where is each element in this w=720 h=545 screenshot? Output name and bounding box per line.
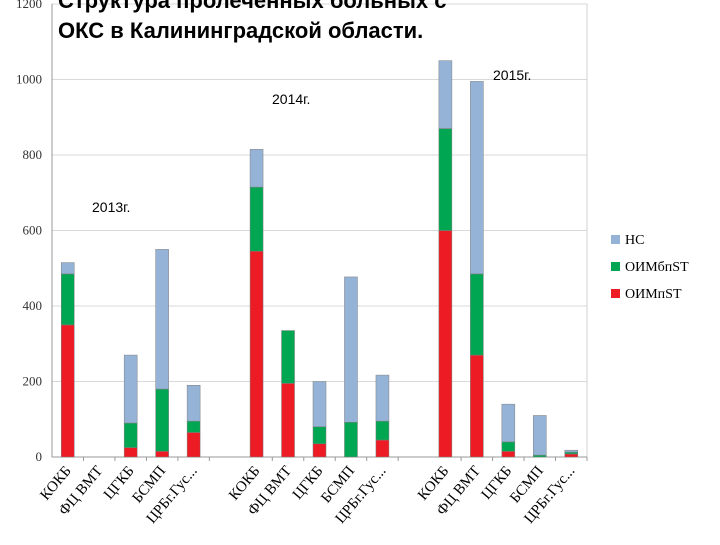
bar-segment-2-2-НС: [501, 403, 516, 443]
legend-swatch-2: [611, 289, 620, 298]
bar-segment-0-0-ОИМбпST: [60, 273, 75, 326]
chart-title: Структура пролеченных больных с ОКС в Ка…: [58, 0, 618, 46]
bar-segment-2-0-ОИМпST: [438, 230, 453, 458]
y-tick-label-1000: 1000: [16, 72, 42, 87]
bar-segment-0-4-ОИМпST: [186, 432, 201, 458]
group-label-0: 2013г.: [92, 199, 130, 215]
legend-label-2: ОИМпST: [625, 287, 682, 302]
legend-swatch-0: [611, 235, 620, 244]
bar-segment-1-2-ОИМбпST: [312, 426, 327, 445]
bar-segment-1-4-ОИМбпST: [375, 420, 390, 441]
bar-segment-2-2-ОИМбпST: [501, 441, 516, 452]
chart-title-line-1: Структура пролеченных больных с: [58, 0, 447, 13]
bar-segment-1-3-НС: [344, 276, 358, 423]
bar-segment-0-3-ОИМпST: [155, 451, 169, 458]
bar-segment-0-0-ОИМпST: [60, 324, 75, 458]
legend-swatch-1: [611, 262, 620, 271]
bar-segment-2-0-ОИМбпST: [438, 128, 453, 231]
bar-segment-2-4-ОИМбпST: [564, 451, 579, 455]
legend-label-1: ОИМбпST: [625, 260, 689, 275]
bar-segment-2-4-ОИМпST: [564, 453, 579, 458]
bar-segment-0-3-ОИМбпST: [155, 388, 169, 452]
bar-segment-1-4-НС: [375, 374, 390, 422]
bar-segment-1-0-ОИМпST: [249, 251, 264, 458]
bar-segment-0-4-ОИМбпST: [186, 420, 201, 433]
bar-segment-1-0-ОИМбпST: [249, 186, 264, 252]
legend-label-0: НС: [625, 233, 644, 248]
group-label-1: 2014г.: [272, 91, 310, 107]
y-tick-label-200: 200: [23, 374, 43, 389]
bar-segment-2-1-ОИМбпST: [470, 273, 484, 356]
bar-segment-2-3-ОИМбпST: [533, 454, 547, 458]
group-label-2: 2015г.: [493, 67, 531, 83]
bar-segment-1-1-ОИМбпST: [281, 330, 295, 384]
chart-title-line-2: ОКС в Калининградской области.: [58, 18, 424, 43]
bar-segment-1-4-ОИМпST: [375, 439, 390, 458]
y-tick-label-0: 0: [36, 449, 43, 464]
bar-segment-2-4-НС: [564, 449, 579, 453]
y-tick-label-800: 800: [23, 147, 43, 162]
y-tick-label-600: 600: [23, 223, 43, 238]
bar-segment-0-4-НС: [186, 385, 201, 422]
bar-segment-2-1-ОИМпST: [470, 354, 484, 458]
y-tick-label-1200: 1200: [16, 0, 42, 11]
bar-segment-1-2-НС: [312, 381, 327, 428]
bar-segment-2-0-НС: [438, 60, 453, 129]
bar-segment-0-0-НС: [60, 262, 75, 275]
bar-segment-2-3-НС: [533, 415, 547, 456]
bar-segment-0-2-ОИМпST: [123, 447, 138, 458]
bar-segment-2-2-ОИМпST: [501, 451, 516, 458]
bar-segment-0-2-НС: [123, 354, 138, 424]
y-tick-label-400: 400: [23, 298, 43, 313]
bar-segment-1-3-ОИМбпST: [344, 422, 358, 458]
bar-segment-1-2-ОИМпST: [312, 443, 327, 458]
bar-segment-1-0-НС: [249, 149, 264, 188]
bar-segment-1-1-ОИМпST: [281, 383, 295, 458]
bar-segment-0-2-ОИМбпST: [123, 422, 138, 448]
bar-segment-2-1-НС: [470, 81, 484, 275]
bar-segment-0-3-НС: [155, 249, 169, 390]
